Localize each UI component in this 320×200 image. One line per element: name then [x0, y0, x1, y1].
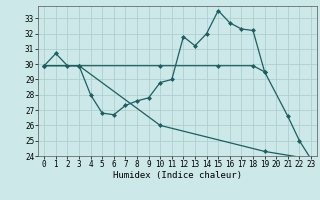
X-axis label: Humidex (Indice chaleur): Humidex (Indice chaleur) [113, 171, 242, 180]
